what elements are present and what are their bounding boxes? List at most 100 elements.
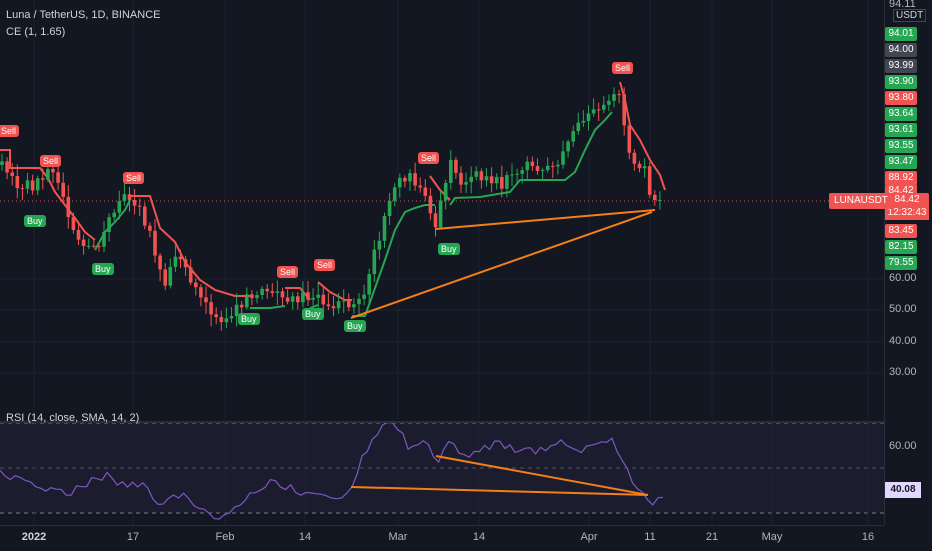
trendlines[interactable] xyxy=(350,209,656,319)
candle-body xyxy=(398,177,402,188)
current-price-tag: 84.42 xyxy=(885,193,929,207)
candle-body xyxy=(148,225,152,231)
price-axis[interactable]: 94.11 94.01 94.00 93.99 93.90 93.80 93.64 93.6… xyxy=(884,0,932,525)
time-label: 21 xyxy=(705,531,719,543)
candle-body xyxy=(347,300,351,308)
rsi-trendline-2[interactable] xyxy=(350,486,649,496)
sell-signal-label: Sell xyxy=(0,125,20,137)
candle-body xyxy=(51,168,55,173)
candle-body xyxy=(260,288,264,295)
candle-body xyxy=(270,291,275,293)
sell-signal-label: Sell xyxy=(418,152,440,164)
candle-body xyxy=(296,296,300,303)
candle-body xyxy=(647,166,652,195)
price-level-tag: 79.55 xyxy=(885,256,917,270)
candle-body xyxy=(392,187,397,201)
candle-body xyxy=(66,196,71,217)
candle-body xyxy=(341,300,346,302)
time-label: 16 xyxy=(861,531,875,543)
candle-body xyxy=(301,292,305,303)
candle-body xyxy=(551,165,555,167)
time-label: Feb xyxy=(215,531,235,543)
candle-body xyxy=(194,282,198,288)
candle-body xyxy=(556,164,560,167)
price-top-label: 94.11 xyxy=(889,0,916,10)
price-level-tag: 94.01 xyxy=(885,27,917,41)
candle-body xyxy=(280,291,285,298)
candle-body xyxy=(617,94,621,96)
ce-indicator-legend[interactable]: CE (1, 1.65) xyxy=(6,26,66,38)
time-label: 14 xyxy=(472,531,486,543)
candle-body xyxy=(97,246,101,248)
candle-body xyxy=(81,239,86,246)
rsi-chart[interactable] xyxy=(0,423,884,525)
candle-body xyxy=(637,163,642,169)
candle-body xyxy=(367,274,371,295)
trendline-2[interactable] xyxy=(350,211,653,319)
candle-body xyxy=(41,178,45,180)
candle-body xyxy=(438,200,443,228)
candle-body xyxy=(46,168,50,180)
candle-body xyxy=(602,104,606,110)
candle-body xyxy=(290,296,295,302)
ce-line-segment xyxy=(250,305,286,309)
candle-body xyxy=(117,201,122,213)
price-level-tag: 93.99 xyxy=(885,59,917,73)
candle-body xyxy=(275,291,280,293)
candle-body xyxy=(219,317,224,323)
candle-body xyxy=(561,151,565,165)
candle-body xyxy=(489,176,494,184)
sell-signal-label: Sell xyxy=(123,172,145,184)
candle-body xyxy=(520,170,524,174)
time-axis[interactable]: 2022 17 Feb 14 Mar 14 Apr 11 21 May 16 xyxy=(0,525,884,551)
candle-body xyxy=(5,161,9,173)
rsi-value-tag: 40.08 xyxy=(885,482,921,498)
currency-label[interactable]: USDT xyxy=(893,9,927,22)
symbol-legend[interactable]: Luna / TetherUS, 1D, BINANCE xyxy=(6,9,161,21)
candle-body xyxy=(163,269,167,286)
candle-body xyxy=(331,306,336,309)
candle-body xyxy=(571,131,575,142)
candle-body xyxy=(76,229,81,240)
candle-body xyxy=(132,199,137,206)
rsi-legend[interactable]: RSI (14, close, SMA, 14, 2) xyxy=(6,412,140,424)
candle-body xyxy=(173,256,178,267)
ce-line-segment xyxy=(94,199,131,251)
candle-body xyxy=(576,122,581,132)
ce-line-segment xyxy=(352,204,435,317)
candle-body xyxy=(627,125,632,153)
candle-body xyxy=(622,94,626,126)
candle-body xyxy=(586,113,591,121)
candle-body xyxy=(535,166,540,171)
candle-body xyxy=(321,294,326,305)
ce-line-segment xyxy=(449,111,613,206)
candle-body xyxy=(224,318,229,323)
candle-body xyxy=(71,216,76,230)
time-label: 17 xyxy=(126,531,140,543)
rsi-trendline-1[interactable] xyxy=(435,455,649,496)
candle-body xyxy=(10,172,14,177)
trendline-1[interactable] xyxy=(435,209,656,230)
price-level-tag: 93.80 xyxy=(885,91,917,105)
candle-body xyxy=(234,304,239,317)
price-chart[interactable] xyxy=(0,0,884,420)
candle-body xyxy=(209,302,213,315)
candle-body xyxy=(505,175,509,189)
candle-body xyxy=(250,294,254,299)
price-scale-label: 60.00 xyxy=(889,272,917,284)
price-level-tag: 93.47 xyxy=(885,155,917,169)
candle-body xyxy=(137,205,142,207)
pane-separator[interactable] xyxy=(0,421,884,423)
candle-body xyxy=(418,185,422,188)
candle-body xyxy=(107,217,111,232)
price-level-tag: 93.61 xyxy=(885,123,917,137)
candle-body xyxy=(591,109,596,114)
candlesticks xyxy=(0,87,662,331)
rsi-scale-label: 60.00 xyxy=(889,440,917,452)
price-level-tag: 88.92 xyxy=(885,171,917,185)
candle-body xyxy=(423,187,428,196)
candle-body xyxy=(540,170,545,172)
candle-body xyxy=(168,266,173,286)
candle-body xyxy=(245,294,249,308)
candle-body xyxy=(255,294,259,299)
